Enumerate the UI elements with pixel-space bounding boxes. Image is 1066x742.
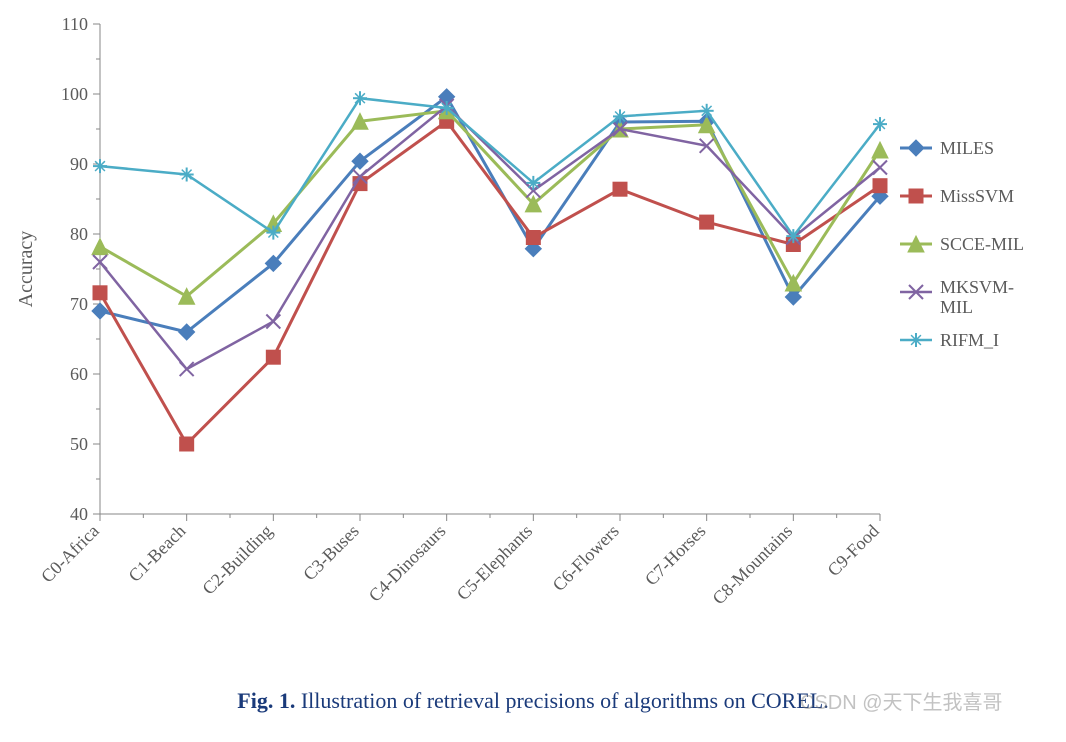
svg-text:110: 110 xyxy=(62,14,88,34)
svg-text:C2-Building: C2-Building xyxy=(198,521,276,599)
caption-prefix: Fig. 1. xyxy=(237,688,295,713)
series-SCCE-MIL xyxy=(92,103,888,304)
svg-text:C5-Elephants: C5-Elephants xyxy=(453,521,536,604)
svg-text:RIFM_I: RIFM_I xyxy=(940,330,999,350)
svg-text:SCCE-MIL: SCCE-MIL xyxy=(940,234,1024,254)
svg-text:40: 40 xyxy=(70,504,88,524)
svg-text:C4-Dinosaurs: C4-Dinosaurs xyxy=(365,521,450,606)
legend-item-RIFM_I: RIFM_I xyxy=(900,330,999,350)
svg-text:Accuracy: Accuracy xyxy=(15,231,37,308)
svg-text:C9-Food: C9-Food xyxy=(823,521,882,580)
svg-text:60: 60 xyxy=(70,364,88,384)
caption-text: Illustration of retrieval precisions of … xyxy=(301,688,829,713)
svg-text:90: 90 xyxy=(70,154,88,174)
svg-text:50: 50 xyxy=(70,434,88,454)
svg-text:MILES: MILES xyxy=(940,138,994,158)
svg-text:MKSVM-: MKSVM- xyxy=(940,277,1014,297)
svg-text:C0-Africa: C0-Africa xyxy=(37,521,103,587)
svg-text:C3-Buses: C3-Buses xyxy=(299,521,363,585)
chart-container: 40 50 60 70 80 90 100 110 Accuracy C0-Africa C1-Be… xyxy=(0,0,1066,742)
svg-text:C1-Beach: C1-Beach xyxy=(124,521,189,586)
svg-text:MIL: MIL xyxy=(940,297,973,317)
svg-text:80: 80 xyxy=(70,224,88,244)
series-MILES xyxy=(92,89,888,340)
legend-item-MissSVM: MissSVM xyxy=(900,186,1014,206)
svg-text:C7-Horses: C7-Horses xyxy=(641,521,710,590)
svg-text:70: 70 xyxy=(70,294,88,314)
legend-item-MKSVM-MIL: MKSVM-MIL xyxy=(900,277,1014,317)
svg-text:MissSVM: MissSVM xyxy=(940,186,1014,206)
legend-item-SCCE-MIL: SCCE-MIL xyxy=(900,234,1024,254)
series-RIFM_I xyxy=(93,91,887,243)
svg-text:100: 100 xyxy=(61,84,88,104)
legend-item-MILES: MILES xyxy=(900,138,994,158)
series-MissSVM xyxy=(93,114,887,451)
line-chart: 40 50 60 70 80 90 100 110 Accuracy C0-Africa C1-Be… xyxy=(0,0,1066,742)
watermark: CSDN @天下生我喜哥 xyxy=(800,686,1003,715)
svg-text:C6-Flowers: C6-Flowers xyxy=(549,521,623,595)
svg-text:C8-Mountains: C8-Mountains xyxy=(708,521,796,609)
